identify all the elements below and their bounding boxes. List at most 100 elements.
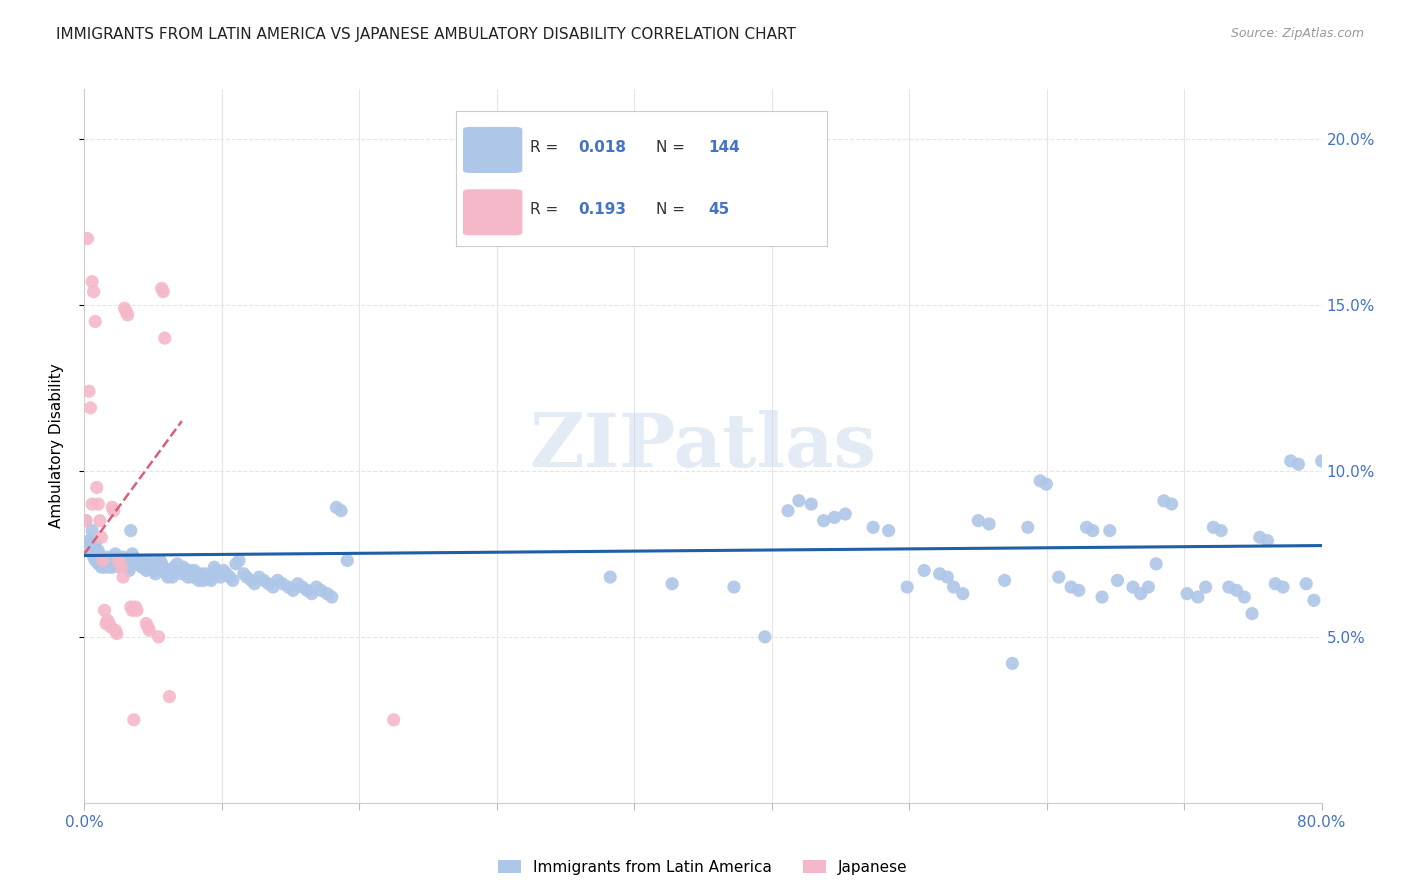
Point (247, 570, 270, 584)
Point (1218, 580, 1240, 594)
Point (301, 587, 323, 601)
Point (98, 557, 121, 571)
Point (225, 557, 247, 571)
Point (283, 583, 305, 598)
Point (93, 557, 115, 571)
Point (1264, 576, 1286, 591)
Point (184, 566, 207, 581)
Point (222, 574, 245, 588)
Point (153, 564, 176, 578)
Point (253, 574, 276, 588)
Point (309, 583, 332, 598)
Point (936, 570, 959, 584)
Point (1001, 657, 1024, 671)
Point (271, 576, 294, 591)
Point (979, 516, 1001, 531)
Point (162, 570, 184, 584)
Point (98, 560, 121, 574)
Point (83, 547, 105, 561)
Point (176, 566, 198, 581)
Point (325, 500, 347, 515)
Point (87, 547, 110, 561)
Point (1233, 590, 1256, 604)
Point (136, 620, 159, 634)
Point (156, 570, 179, 584)
Point (138, 553, 160, 567)
Point (148, 630, 170, 644)
Point (153, 331, 176, 345)
Point (101, 560, 124, 574)
Point (336, 553, 359, 567)
Point (1241, 607, 1264, 621)
Legend: Immigrants from Latin America, Japanese: Immigrants from Latin America, Japanese (492, 854, 914, 880)
Point (84, 537, 107, 551)
Point (82, 524, 104, 538)
Point (115, 557, 138, 571)
Point (83, 285, 105, 299)
Point (778, 504, 800, 518)
Point (1144, 557, 1167, 571)
Point (128, 553, 150, 567)
Point (97, 613, 120, 627)
Point (218, 570, 240, 584)
Point (84, 543, 107, 558)
Point (212, 564, 235, 578)
Point (316, 587, 339, 601)
Point (267, 574, 290, 588)
Point (228, 553, 250, 567)
Point (89, 550, 111, 565)
Point (112, 570, 135, 584)
Point (159, 690, 181, 704)
Point (104, 553, 127, 567)
Point (1160, 497, 1182, 511)
Point (180, 566, 202, 581)
Point (661, 576, 683, 591)
Point (98, 616, 121, 631)
Point (170, 566, 193, 581)
Point (86, 481, 108, 495)
Point (1017, 520, 1039, 534)
Point (90, 557, 112, 571)
Y-axis label: Ambulatory Disability: Ambulatory Disability (49, 364, 63, 528)
Point (136, 557, 159, 571)
Point (108, 557, 131, 571)
Point (994, 574, 1017, 588)
Point (1029, 474, 1052, 488)
Point (103, 557, 125, 571)
Point (754, 630, 776, 644)
Point (862, 520, 884, 534)
Text: Source: ZipAtlas.com: Source: ZipAtlas.com (1230, 27, 1364, 40)
Point (1288, 457, 1310, 471)
Text: IMMIGRANTS FROM LATIN AMERICA VS JAPANESE AMBULATORY DISABILITY CORRELATION CHAR: IMMIGRANTS FROM LATIN AMERICA VS JAPANES… (56, 27, 796, 42)
Point (121, 547, 143, 561)
Point (84, 553, 107, 567)
Point (287, 576, 309, 591)
Point (179, 564, 201, 578)
Point (200, 574, 222, 588)
Point (1153, 493, 1175, 508)
Point (105, 626, 128, 640)
Point (181, 570, 204, 584)
Point (125, 603, 148, 617)
Point (928, 566, 950, 581)
Point (1122, 580, 1144, 594)
Point (167, 560, 190, 574)
Point (114, 301, 136, 316)
Point (79, 537, 101, 551)
Point (1257, 533, 1279, 548)
Point (108, 560, 131, 574)
Point (194, 566, 217, 581)
Point (787, 493, 810, 508)
Point (813, 514, 835, 528)
Point (1195, 580, 1218, 594)
Point (148, 560, 170, 574)
Point (82, 497, 104, 511)
Point (207, 566, 229, 581)
Point (145, 566, 167, 581)
Point (115, 304, 138, 318)
Point (186, 570, 208, 584)
Point (1279, 454, 1302, 468)
Point (86, 553, 108, 567)
Point (107, 557, 129, 571)
Point (94, 616, 117, 631)
